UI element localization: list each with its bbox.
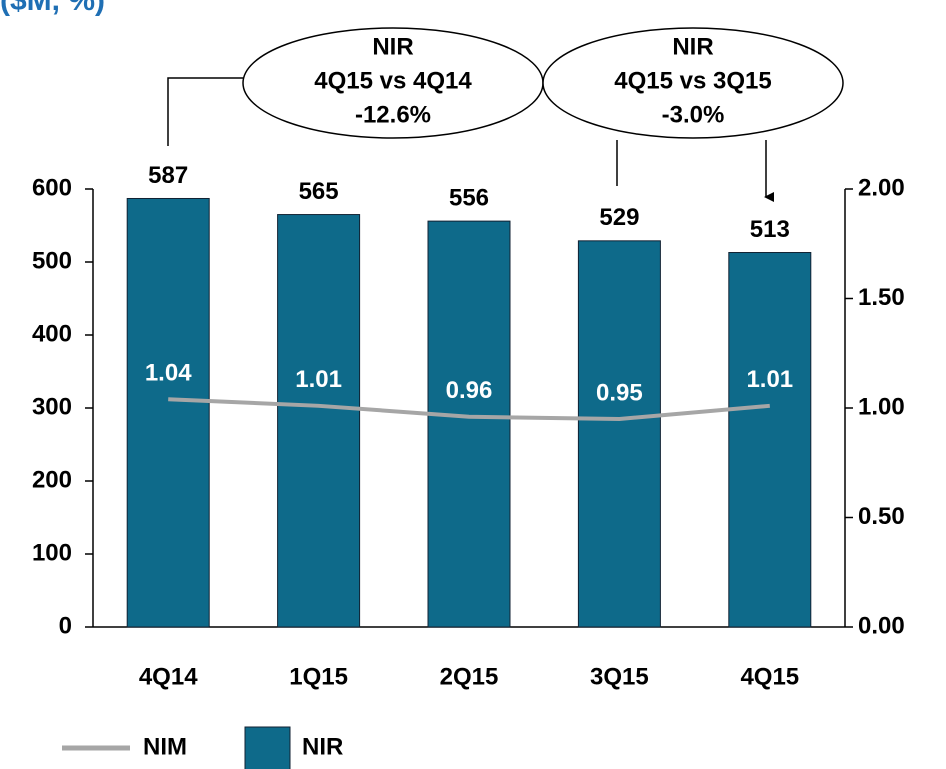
callout-ellipse xyxy=(542,27,844,139)
y-tick-label: 0 xyxy=(59,612,72,639)
legend-label: NIM xyxy=(143,733,187,760)
y-tick-label: 400 xyxy=(32,320,72,347)
bar xyxy=(126,197,210,628)
callout-text: -3.0% xyxy=(662,101,725,128)
y-tick-label: 100 xyxy=(32,539,72,566)
y-tick-label: 300 xyxy=(32,393,72,420)
y-tick-label: 200 xyxy=(32,466,72,493)
callout-text: -12.6% xyxy=(355,101,431,128)
line-label: 1.04 xyxy=(145,360,192,387)
bar xyxy=(277,214,361,628)
line-label: 1.01 xyxy=(746,366,793,393)
callout-text: 4Q15 vs 4Q14 xyxy=(314,67,472,94)
bar-label: 513 xyxy=(750,216,790,243)
y-tick-label: 600 xyxy=(32,174,72,201)
y2-tick-label: 0.50 xyxy=(858,503,905,530)
line-label: 1.01 xyxy=(295,366,342,393)
bar xyxy=(427,220,511,628)
x-tick-label: 3Q15 xyxy=(590,663,649,690)
y2-tick-label: 0.00 xyxy=(858,612,905,639)
bar-label: 529 xyxy=(599,204,639,231)
x-tick-label: 4Q14 xyxy=(139,663,198,690)
bar xyxy=(577,240,661,628)
y2-tick-label: 1.00 xyxy=(858,393,905,420)
y2-tick-label: 1.50 xyxy=(858,284,905,311)
legend-swatch xyxy=(244,726,291,769)
x-tick-label: 1Q15 xyxy=(289,663,348,690)
y2-tick-label: 2.00 xyxy=(858,174,905,201)
callout-text: NIR xyxy=(672,33,713,60)
bar-label: 587 xyxy=(148,162,188,189)
x-tick-label: 2Q15 xyxy=(440,663,499,690)
y-tick-label: 500 xyxy=(32,247,72,274)
bar-label: 565 xyxy=(299,178,339,205)
x-tick-label: 4Q15 xyxy=(740,663,799,690)
legend-label: NIR xyxy=(302,733,343,760)
chart-title: ($M, %) xyxy=(0,0,105,17)
callout-text: 4Q15 vs 3Q15 xyxy=(614,67,771,94)
line-label: 0.95 xyxy=(596,379,643,406)
connector xyxy=(167,77,243,146)
callout-text: NIR xyxy=(372,33,413,60)
bar xyxy=(728,252,812,628)
line xyxy=(168,397,770,421)
line-label: 0.96 xyxy=(446,377,493,404)
bar-label: 556 xyxy=(449,184,489,211)
